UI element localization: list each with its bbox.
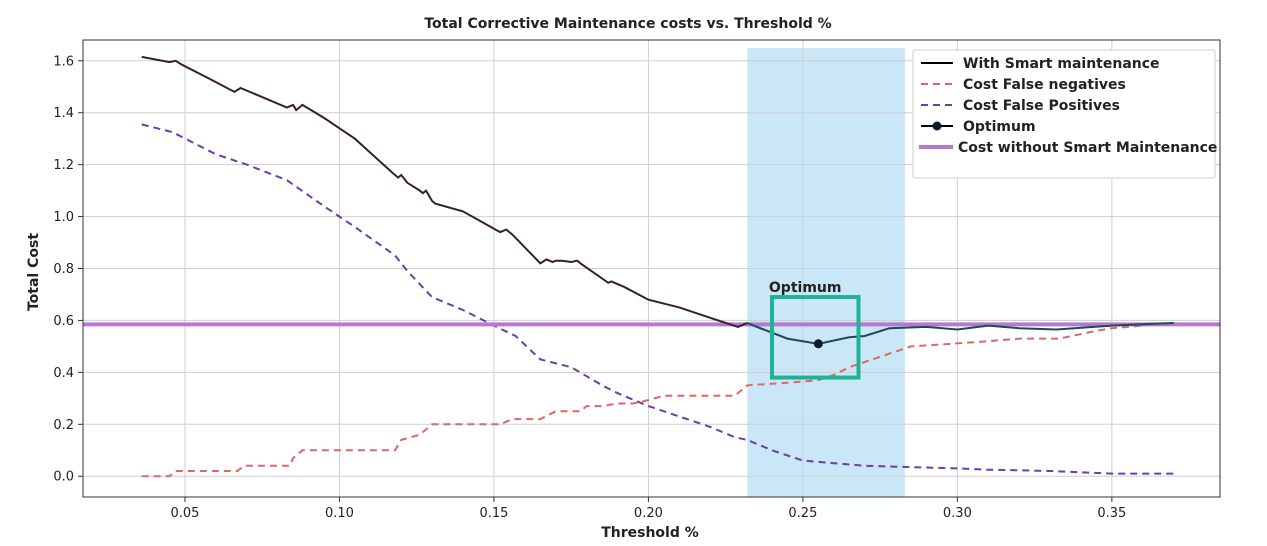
x-axis-label: Threshold %: [601, 525, 699, 541]
y-tick-label: 0.0: [53, 470, 74, 485]
x-tick-label: 0.10: [325, 506, 354, 521]
series-line-cost-false-positives: [141, 123, 1174, 475]
chart-title: Total Corrective Maintenance costs vs. T…: [424, 16, 831, 32]
series-line-with-smart-maintenance-highlighted: [746, 322, 1174, 345]
optimum-box: [769, 295, 861, 380]
series-line-with-smart-maintenance: [141, 55, 748, 328]
legend-label: With Smart maintenance: [963, 56, 1160, 72]
legend-box: [912, 49, 1216, 179]
x-tick-label: 0.20: [634, 506, 663, 521]
y-tick-label: 0.2: [53, 418, 74, 433]
highlight-band: [747, 48, 905, 497]
legend: With Smart maintenance Cost False negativ…: [912, 49, 1217, 179]
y-tick-label: 1.0: [53, 210, 74, 225]
legend-label: Cost False Positives: [963, 98, 1120, 114]
y-axis-label: Total Cost: [26, 233, 42, 311]
optimum-marker: [813, 339, 823, 349]
y-tick-label: 1.6: [53, 54, 74, 69]
x-tick-label: 0.35: [1097, 506, 1126, 521]
x-tick-label: 0.30: [943, 506, 972, 521]
grid: [83, 40, 1220, 497]
series-group: [83, 55, 1220, 478]
x-tick-label: 0.25: [788, 506, 817, 521]
x-tick-label: 0.05: [170, 506, 199, 521]
y-tick-label: 0.8: [53, 262, 74, 277]
highlight-band-rect: [747, 48, 905, 497]
y-tick-label: 0.6: [53, 314, 74, 329]
legend-label: Cost False negatives: [963, 77, 1126, 93]
x-tick-label: 0.15: [479, 506, 508, 521]
y-axis-ticks: 0.0 0.2 0.4 0.6 0.8 1.0 1.2 1.4 1.6: [53, 54, 83, 485]
x-axis-ticks: 0.05 0.10 0.15 0.20 0.25 0.30 0.35: [170, 497, 1126, 521]
annotation-group: Optimum: [769, 280, 842, 296]
optimum-annotation: Optimum: [769, 280, 842, 296]
series-line-cost-false-negatives: [141, 322, 1174, 478]
legend-label: Optimum: [963, 119, 1036, 135]
y-tick-label: 1.4: [53, 106, 74, 121]
legend-swatch-marker: [932, 121, 942, 131]
y-tick-label: 1.2: [53, 158, 74, 173]
legend-label: Cost without Smart Maintenance: [958, 140, 1217, 156]
y-tick-label: 0.4: [53, 366, 74, 381]
